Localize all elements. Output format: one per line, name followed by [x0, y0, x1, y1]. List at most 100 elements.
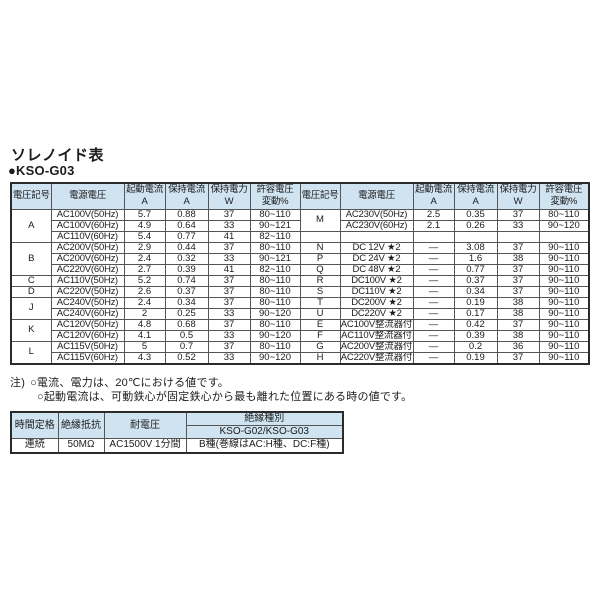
withstand-voltage-cell: AC1500V 1分間	[103, 438, 187, 453]
supply-voltage-cell: AC230V(50Hz)	[339, 208, 414, 221]
table-row: AC120V(60Hz) 4.1 0.5 33 90~120 F AC110V整…	[11, 329, 590, 342]
value-cell: 0.64	[164, 219, 209, 232]
value-cell: 2.1	[412, 219, 455, 232]
supply-voltage-cell: DC 48V ★2	[339, 263, 414, 276]
supply-voltage-cell: AC100V整流器付	[339, 318, 414, 331]
col-header-insulation-resistance: 絶縁抵抗	[57, 411, 105, 439]
value-cell: —	[412, 318, 455, 331]
value-cell: 80~110	[249, 318, 301, 331]
value-cell: 90~110	[538, 340, 590, 353]
value-cell: 38	[496, 307, 540, 320]
value-cell: 90~110	[538, 241, 590, 254]
value-cell: 3.08	[453, 241, 498, 254]
voltage-code-cell: S	[299, 285, 341, 298]
value-cell: 2	[123, 307, 166, 320]
empty-cell	[538, 230, 590, 243]
table-row: A AC100V(50Hz) 5.7 0.88 37 80~110 M AC23…	[10, 208, 590, 243]
note-line-2: ○起動電流は、可動鉄心が固定鉄心から最も離れた位置にある時の値です。	[37, 390, 413, 403]
value-cell: 90~110	[538, 318, 590, 331]
header-row: 電圧記号 電源電圧 起動電流 A 保持電流 A 保持電力 W 許容電圧 変動% 電圧記号…	[10, 182, 590, 210]
voltage-code-cell: T	[299, 296, 341, 309]
value-cell: 0.2	[453, 340, 498, 353]
col-header-holding-power: 保持電力 W	[207, 182, 251, 210]
table-row: AC220V(60Hz) 2.7 0.39 41 82~110 Q DC 48V…	[11, 263, 590, 276]
supply-voltage-cell: AC240V(50Hz)	[50, 296, 125, 309]
voltage-code-cell: G	[299, 340, 341, 353]
value-cell: 0.19	[453, 296, 498, 309]
value-cell: 90~110	[538, 351, 590, 364]
value-cell: 37	[496, 263, 540, 276]
value-cell: 0.39	[453, 329, 498, 342]
value-cell: 2.7	[123, 263, 166, 276]
supply-voltage-cell: AC200V整流器付	[339, 340, 414, 353]
insulation-resistance-cell: 50MΩ	[57, 438, 105, 453]
value-cell: 4.8	[123, 318, 166, 331]
col-header-voltage-code: 電圧記号	[10, 182, 52, 210]
value-cell: 0.52	[164, 351, 209, 364]
value-cell: 33	[207, 252, 251, 265]
value-cell: 33	[496, 219, 540, 232]
voltage-code-cell: M	[299, 208, 341, 232]
value-cell: 0.39	[164, 263, 209, 276]
value-cell: 80~110	[249, 340, 301, 353]
col-header-insulation-class-model: KSO-G02/KSO-G03	[185, 425, 344, 439]
value-cell: 37	[496, 285, 540, 298]
value-cell: 5.4	[123, 230, 166, 243]
value-cell: 0.35	[453, 208, 498, 221]
value-cell: 37	[207, 285, 251, 298]
value-cell: 0.34	[453, 285, 498, 298]
supply-voltage-cell: DC 12V ★2	[339, 241, 414, 254]
solenoid-spec-table: 電圧記号 電源電圧 起動電流 A 保持電流 A 保持電力 W 許容電圧 変動% 電圧記号…	[10, 182, 590, 365]
value-cell: —	[412, 329, 455, 342]
value-cell: 41	[207, 263, 251, 276]
value-cell: 37	[207, 241, 251, 254]
table-row: AC200V(60Hz) 2.4 0.32 33 90~121 P DC 24V…	[11, 252, 590, 265]
value-cell: 38	[496, 296, 540, 309]
supply-voltage-cell: AC110V整流器付	[339, 329, 414, 342]
supply-voltage-cell: AC115V(50Hz)	[50, 340, 125, 353]
value-cell: 37	[207, 318, 251, 331]
header-row: 時間定格 絶縁抵抗 耐電圧 絶縁種別	[10, 411, 344, 439]
value-cell: 90~120	[249, 351, 301, 364]
voltage-code-cell: C	[10, 274, 52, 287]
supply-voltage-cell: AC200V(50Hz)	[50, 241, 125, 254]
value-cell: —	[412, 252, 455, 265]
value-cell: 33	[207, 307, 251, 320]
value-cell: 90~121	[249, 252, 301, 265]
value-cell: 0.25	[164, 307, 209, 320]
table-row: K AC120V(50Hz) 4.8 0.68 37 80~110 E AC10…	[10, 318, 590, 342]
voltage-code-cell: J	[10, 296, 52, 320]
value-cell: —	[412, 241, 455, 254]
supply-voltage-cell: AC110V(60Hz)	[50, 230, 125, 243]
value-cell: 33	[207, 329, 251, 342]
table-row: B AC200V(50Hz) 2.9 0.44 37 80~110 N DC 1…	[10, 241, 590, 276]
col-header-insulation-class: 絶縁種別	[185, 411, 344, 426]
col-header-voltage-code: 電圧記号	[299, 182, 341, 210]
col-header-voltage-tolerance: 許容電圧 変動%	[249, 182, 301, 210]
voltage-code-cell: P	[299, 252, 341, 265]
note-text-1: ○電流、電力は、20℃における値です。	[30, 377, 230, 389]
value-cell: 5.2	[123, 274, 166, 287]
col-header-voltage-tolerance: 許容電圧 変動%	[538, 182, 590, 210]
value-cell: 0.7	[164, 340, 209, 353]
value-cell: 90~110	[538, 307, 590, 320]
supply-voltage-cell: AC100V(50Hz)	[50, 208, 125, 221]
value-cell: 4.1	[123, 329, 166, 342]
voltage-code-cell: K	[10, 318, 52, 342]
value-cell: 0.88	[164, 208, 209, 221]
supply-voltage-cell: DC220V ★2	[339, 307, 414, 320]
voltage-code-cell: R	[299, 274, 341, 287]
header-row: KSO-G02/KSO-G03	[11, 425, 344, 439]
voltage-code-cell: L	[10, 340, 52, 364]
value-cell: 33	[207, 351, 251, 364]
value-cell: 5.7	[123, 208, 166, 221]
col-header-supply-voltage: 電源電圧	[339, 182, 414, 210]
value-cell: 0.19	[453, 351, 498, 364]
value-cell: 90~110	[538, 263, 590, 276]
value-cell: 37	[496, 208, 540, 221]
supply-voltage-cell: AC115V(60Hz)	[50, 351, 125, 364]
col-header-holding-current: 保持電流 A	[164, 182, 209, 210]
value-cell: 37	[496, 241, 540, 254]
table-row: L AC115V(50Hz) 5 0.7 37 80~110 G AC200V整…	[10, 340, 590, 364]
value-cell: —	[412, 340, 455, 353]
